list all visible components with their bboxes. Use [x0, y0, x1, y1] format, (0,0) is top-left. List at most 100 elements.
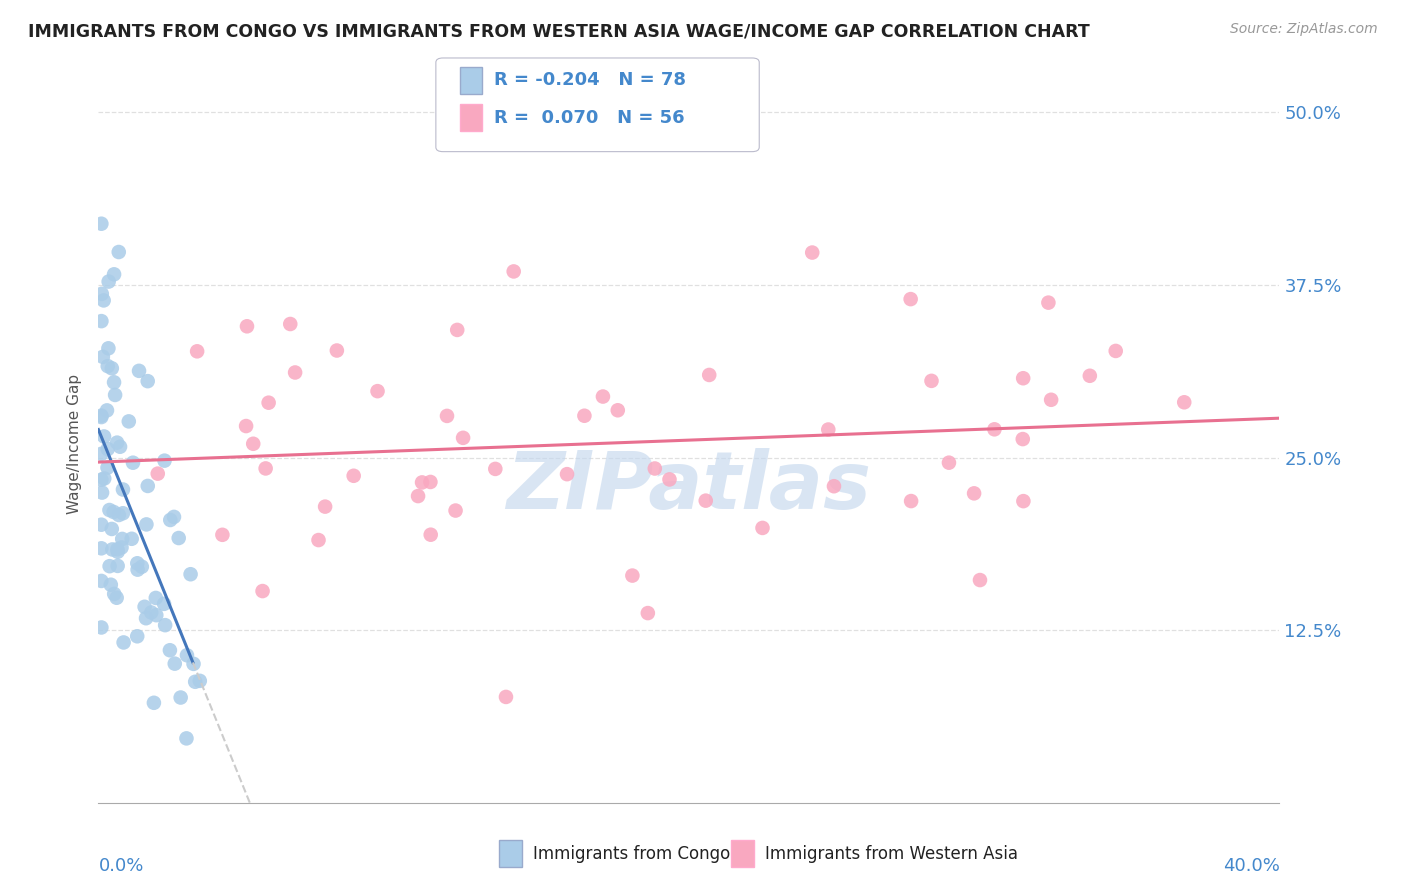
Point: [484, 462, 506, 476]
Point: [406, 489, 429, 503]
Point: [658, 472, 681, 486]
Point: [163, 509, 186, 524]
Point: [495, 690, 517, 704]
Point: [188, 673, 211, 688]
Point: [257, 395, 280, 409]
Point: [419, 475, 441, 489]
Point: [90, 517, 112, 532]
Point: [101, 522, 124, 536]
Point: [1011, 432, 1033, 446]
Point: [97, 442, 120, 456]
Point: [136, 374, 159, 388]
Point: [128, 364, 150, 378]
Point: [180, 567, 202, 582]
Point: [145, 591, 167, 605]
Point: [136, 479, 159, 493]
Point: [107, 545, 129, 559]
Point: [637, 606, 659, 620]
Point: [446, 323, 468, 337]
Point: [131, 559, 153, 574]
Point: [90, 541, 112, 556]
Point: [751, 521, 773, 535]
Point: [817, 423, 839, 437]
Point: [1040, 392, 1063, 407]
Text: Immigrants from Congo: Immigrants from Congo: [533, 845, 730, 863]
Y-axis label: Wage/Income Gap: Wage/Income Gap: [67, 374, 83, 514]
Point: [145, 608, 167, 623]
Point: [1105, 343, 1128, 358]
Point: [135, 611, 157, 625]
Point: [254, 461, 277, 475]
Point: [90, 574, 112, 588]
Point: [104, 388, 127, 402]
Point: [1012, 371, 1035, 385]
Point: [284, 366, 307, 380]
Point: [93, 429, 115, 443]
Point: [186, 344, 208, 359]
Point: [122, 456, 145, 470]
Point: [308, 533, 330, 547]
Point: [801, 245, 824, 260]
Point: [176, 731, 198, 746]
Point: [90, 314, 112, 328]
Point: [367, 384, 389, 399]
Point: [96, 403, 118, 417]
Point: [900, 292, 922, 306]
Point: [105, 591, 128, 605]
Point: [502, 264, 524, 278]
Point: [153, 618, 176, 632]
Point: [112, 635, 135, 649]
Point: [91, 485, 114, 500]
Point: [105, 435, 128, 450]
Text: R = -0.204   N = 78: R = -0.204 N = 78: [494, 71, 686, 89]
Point: [101, 361, 124, 376]
Point: [823, 479, 845, 493]
Point: [644, 461, 666, 475]
Point: [606, 403, 628, 417]
Point: [107, 558, 129, 573]
Point: [100, 578, 122, 592]
Point: [90, 409, 112, 423]
Point: [91, 350, 114, 364]
Point: [167, 531, 190, 545]
Point: [97, 341, 120, 355]
Point: [153, 453, 176, 467]
Point: [142, 696, 165, 710]
Text: Immigrants from Western Asia: Immigrants from Western Asia: [765, 845, 1018, 863]
Text: 40.0%: 40.0%: [1223, 856, 1279, 875]
Point: [411, 475, 433, 490]
Point: [169, 690, 191, 705]
Point: [103, 587, 125, 601]
Point: [555, 467, 578, 482]
Point: [621, 568, 644, 582]
Point: [111, 532, 134, 546]
Point: [419, 527, 441, 541]
Point: [242, 437, 264, 451]
Point: [97, 359, 120, 373]
Point: [697, 368, 720, 382]
Point: [93, 293, 115, 308]
Point: [1173, 395, 1195, 409]
Point: [900, 494, 922, 508]
Point: [98, 559, 121, 574]
Point: [90, 217, 112, 231]
Point: [111, 506, 134, 520]
Point: [963, 486, 986, 500]
Point: [451, 431, 474, 445]
Point: [183, 657, 205, 671]
Point: [211, 528, 233, 542]
Text: Source: ZipAtlas.com: Source: ZipAtlas.com: [1230, 22, 1378, 37]
Point: [97, 275, 120, 289]
Point: [343, 468, 366, 483]
Text: ZIPatlas: ZIPatlas: [506, 448, 872, 526]
Point: [236, 319, 259, 334]
Point: [695, 493, 717, 508]
Point: [103, 505, 125, 519]
Point: [252, 584, 274, 599]
Point: [98, 503, 121, 517]
Point: [1012, 494, 1035, 508]
Point: [107, 542, 129, 557]
Point: [90, 447, 112, 461]
Point: [163, 657, 186, 671]
Point: [235, 419, 257, 434]
